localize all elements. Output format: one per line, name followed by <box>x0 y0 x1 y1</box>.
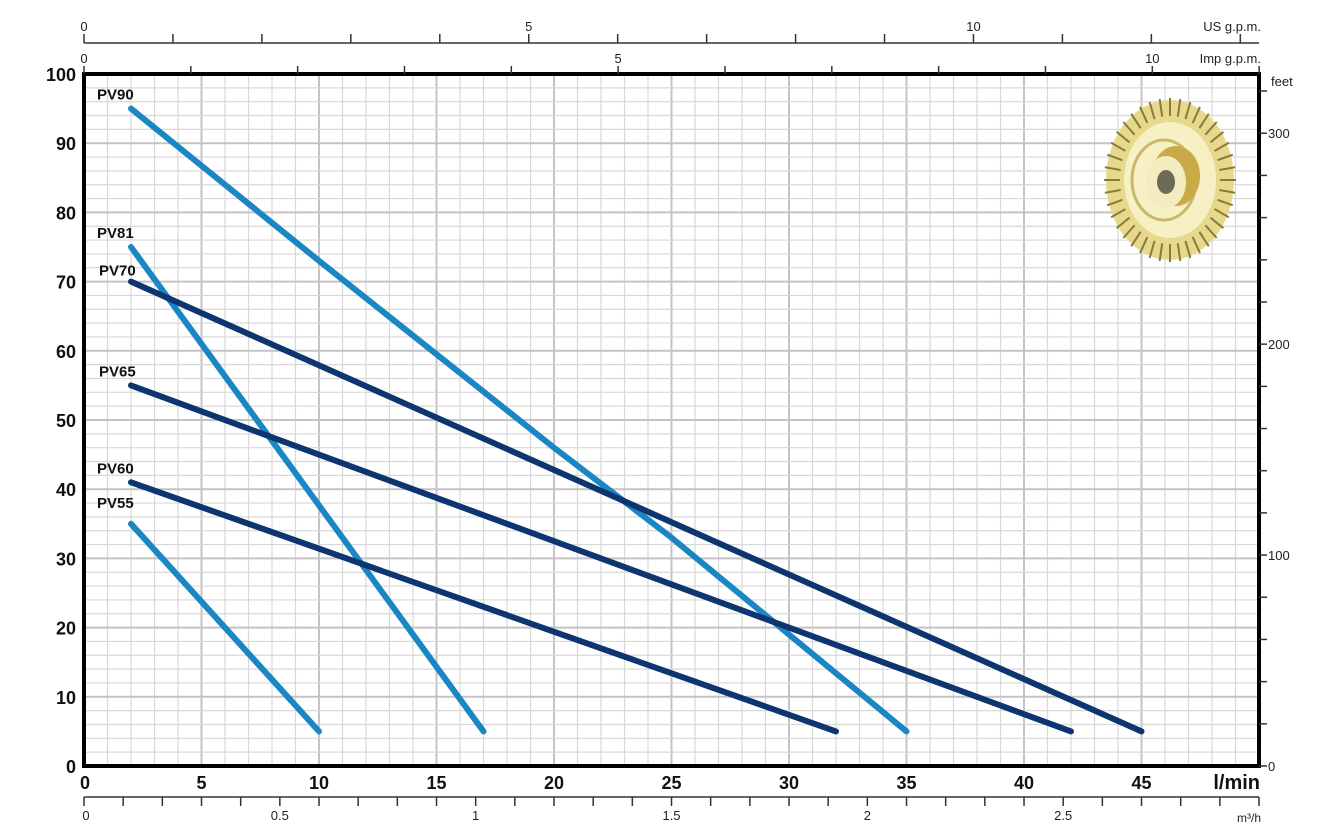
impeller-vane <box>1184 240 1192 259</box>
series-line-pv55 <box>128 520 322 735</box>
impeller-vane <box>1122 224 1136 239</box>
impeller-vane <box>1198 113 1210 129</box>
impeller-vane <box>1104 189 1121 194</box>
y-tick-label: 100 <box>46 65 76 85</box>
us-gpm-tick-label: 10 <box>966 19 980 34</box>
series-line-pv90 <box>128 105 910 735</box>
impeller-vane <box>1191 106 1201 124</box>
m3h-axis-label: m³/h <box>1237 811 1261 825</box>
series-labels: PV90 PV81 PV70 PV65 PV60 PV55 <box>97 87 136 512</box>
impeller-image <box>1104 98 1236 262</box>
impeller-vane <box>1219 189 1236 194</box>
y-tick-label: 70 <box>56 273 76 293</box>
impeller-vane <box>1204 121 1218 136</box>
feet-tick-label: 0 <box>1268 759 1275 774</box>
series-line-pv65 <box>128 382 1074 735</box>
x-tick-label: 25 <box>661 773 681 793</box>
series-label-pv65: PV65 <box>99 363 136 380</box>
impeller-vane <box>1217 153 1234 162</box>
m3h-tick-label: 2 <box>864 808 871 823</box>
series-label-pv70: PV70 <box>99 263 136 280</box>
impeller-shaft-hole <box>1157 170 1175 194</box>
y-tick-label: 90 <box>56 134 76 154</box>
impeller-vane <box>1139 106 1149 124</box>
x-tick-label: 15 <box>426 773 446 793</box>
impeller-vane <box>1209 216 1225 229</box>
plot-frame <box>82 72 1261 768</box>
impeller-vane <box>1122 121 1136 136</box>
impeller-vane <box>1139 236 1149 254</box>
impeller-vane <box>1158 243 1164 262</box>
impeller-vane <box>1217 198 1234 207</box>
x-tick-label: 40 <box>1014 773 1034 793</box>
feet-axis-label: feet <box>1271 74 1293 89</box>
impeller-vane <box>1198 231 1210 247</box>
us-gpm-tick-label: 0 <box>80 19 87 34</box>
series-label-pv55: PV55 <box>97 495 134 512</box>
y-tick-label: 0 <box>66 757 76 777</box>
impeller-vane <box>1219 166 1236 171</box>
series-line-pv81 <box>128 244 487 735</box>
impeller-vane <box>1130 231 1142 247</box>
series-label-pv60: PV60 <box>97 460 134 477</box>
x-tick-label: 45 <box>1131 773 1151 793</box>
impeller-vane <box>1130 113 1142 129</box>
impeller-vane <box>1214 141 1230 152</box>
y-tick-label: 60 <box>56 342 76 362</box>
y-tick-label: 40 <box>56 480 76 500</box>
impeller-vane <box>1115 216 1131 229</box>
impeller-vane <box>1176 98 1182 117</box>
x-tick-label: 30 <box>779 773 799 793</box>
impeller-vane <box>1115 131 1131 144</box>
impeller-vane <box>1148 101 1156 120</box>
m3h-tick-label: 0 <box>82 808 89 823</box>
impeller-vane <box>1191 236 1201 254</box>
series-line-pv60 <box>128 479 839 735</box>
impeller-vane <box>1204 224 1218 239</box>
us-gpm-tick-label: 5 <box>525 19 532 34</box>
y-tick-label: 30 <box>56 549 76 569</box>
m3h-tick-label: 1.5 <box>662 808 680 823</box>
impeller-vane <box>1110 141 1126 152</box>
impeller-vane <box>1214 208 1230 219</box>
x-tick-label: 5 <box>196 773 206 793</box>
feet-tick-label: 200 <box>1268 337 1290 352</box>
feet-tick-label: 300 <box>1268 126 1290 141</box>
impeller-vane <box>1106 198 1123 207</box>
x-tick-label: 0 <box>80 773 90 793</box>
y-tick-label: 80 <box>56 203 76 223</box>
x-tick-label: 10 <box>309 773 329 793</box>
impeller-vane <box>1106 153 1123 162</box>
series-lines <box>128 105 1145 735</box>
m3h-tick-label: 2.5 <box>1054 808 1072 823</box>
series-label-pv90: PV90 <box>97 87 134 104</box>
m3h-tick-label: 1 <box>472 808 479 823</box>
x-axis-label: l/min <box>1213 772 1260 794</box>
m3h-tick-label: 0.5 <box>271 808 289 823</box>
impeller-vane <box>1148 240 1156 259</box>
imp-gpm-tick-label: 5 <box>615 51 622 66</box>
imp-gpm-axis-label: Imp g.p.m. <box>1200 51 1261 66</box>
imp-gpm-tick-label: 0 <box>80 51 87 66</box>
y-tick-label: 20 <box>56 619 76 639</box>
y-tick-label: 10 <box>56 688 76 708</box>
us-gpm-axis-label: US g.p.m. <box>1203 19 1261 34</box>
feet-tick-label: 100 <box>1268 548 1290 563</box>
impeller-vane <box>1110 208 1126 219</box>
x-tick-label: 35 <box>896 773 916 793</box>
series-line-pv70 <box>128 278 1145 735</box>
impeller-vane <box>1184 101 1192 120</box>
impeller-vane <box>1158 98 1164 117</box>
plot-border <box>82 72 1261 768</box>
y-tick-label: 50 <box>56 411 76 431</box>
series-label-pv81: PV81 <box>97 225 134 242</box>
impeller-vane <box>1104 166 1121 171</box>
impeller-vane <box>1209 131 1225 144</box>
imp-gpm-tick-label: 10 <box>1145 51 1159 66</box>
impeller-vane <box>1176 243 1182 262</box>
x-tick-label: 20 <box>544 773 564 793</box>
